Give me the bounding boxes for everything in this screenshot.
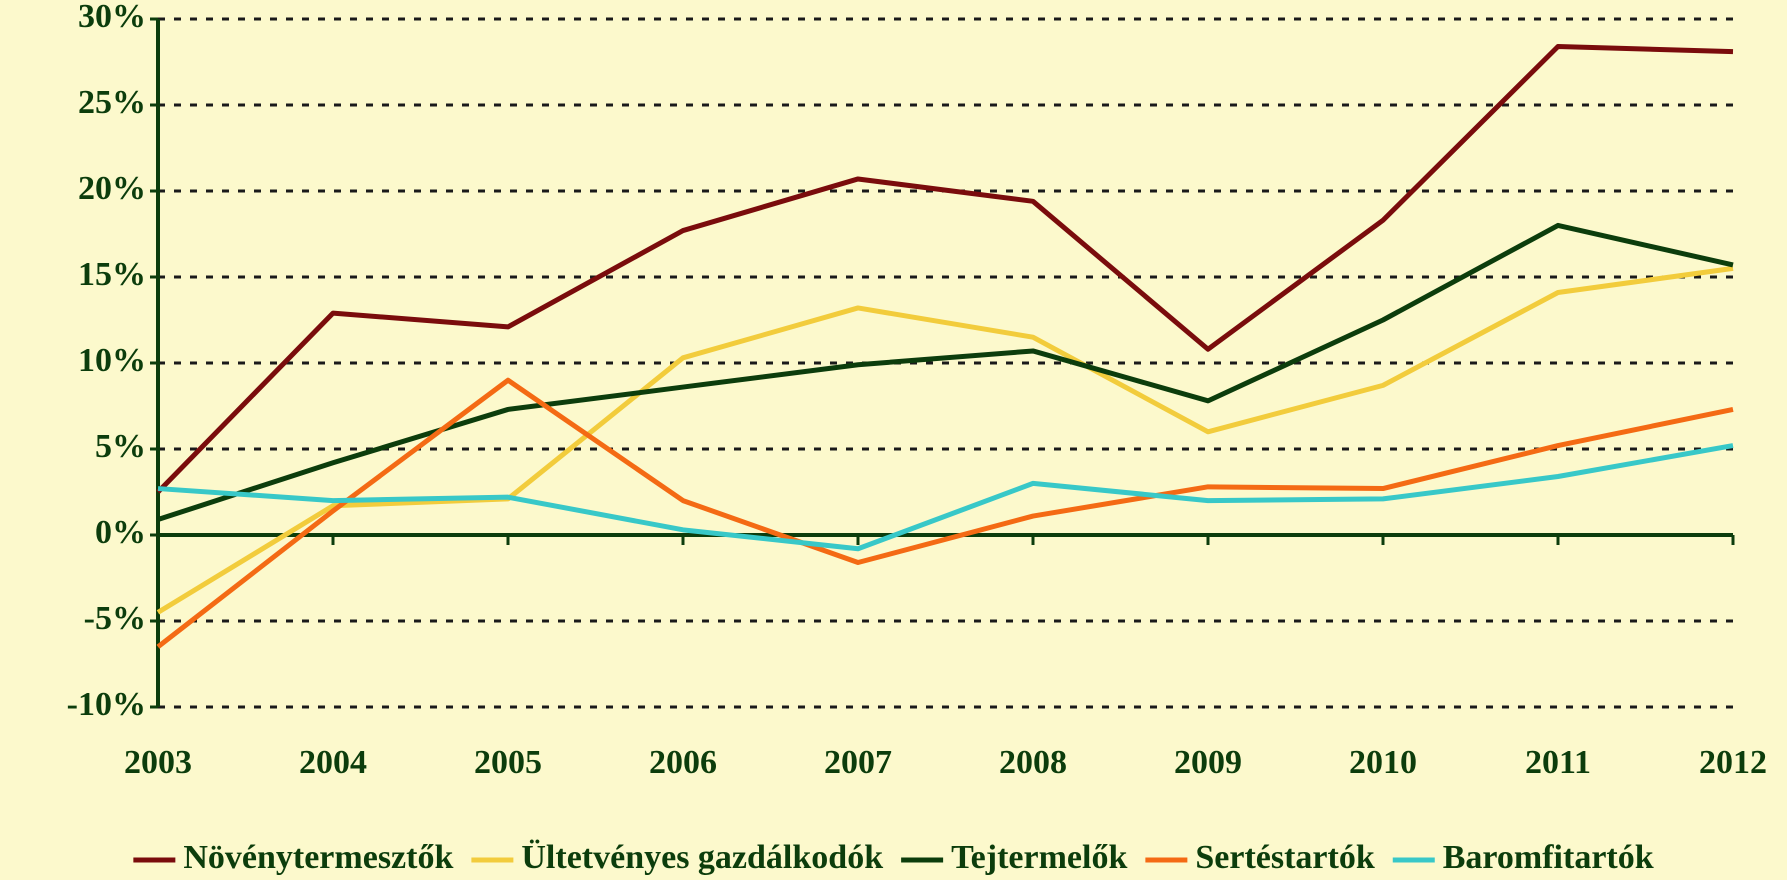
- x-tick-label: 2009: [1174, 744, 1242, 781]
- legend-label: Növénytermesztők: [183, 839, 453, 876]
- x-tick-label: 2010: [1349, 744, 1417, 781]
- x-tick-label: 2005: [474, 744, 542, 781]
- series-line: [157, 222, 1734, 522]
- x-tick-label: 2006: [649, 744, 717, 781]
- legend-label: Baromfitartók: [1443, 839, 1654, 876]
- y-tick-label: 15%: [78, 256, 146, 293]
- legend-label: Ültetvényes gazdálkodók: [521, 839, 883, 876]
- series-line: [156, 44, 1734, 494]
- x-tick-label: 2008: [999, 744, 1067, 781]
- y-tick-label: 20%: [78, 170, 146, 207]
- y-tick-label: -5%: [84, 600, 146, 637]
- y-tick-label: 30%: [78, 0, 146, 35]
- y-tick-label: 0%: [95, 514, 146, 551]
- legend-label: Sertéstartók: [1195, 839, 1374, 876]
- y-tick-label: 5%: [95, 428, 146, 465]
- series-line: [156, 377, 1734, 649]
- y-tick-label: 10%: [78, 342, 146, 379]
- y-tick-label: 25%: [78, 84, 146, 121]
- legend-label: Tejtermelők: [951, 839, 1127, 876]
- series-line: [157, 443, 1734, 552]
- x-tick-label: 2003: [124, 744, 192, 781]
- series-line: [156, 265, 1734, 615]
- x-tick-label: 2007: [824, 744, 892, 781]
- x-tick-label: 2012: [1699, 744, 1767, 781]
- x-tick-label: 2011: [1525, 744, 1591, 781]
- x-tick-label: 2004: [299, 744, 367, 781]
- y-tick-label: -10%: [67, 686, 146, 723]
